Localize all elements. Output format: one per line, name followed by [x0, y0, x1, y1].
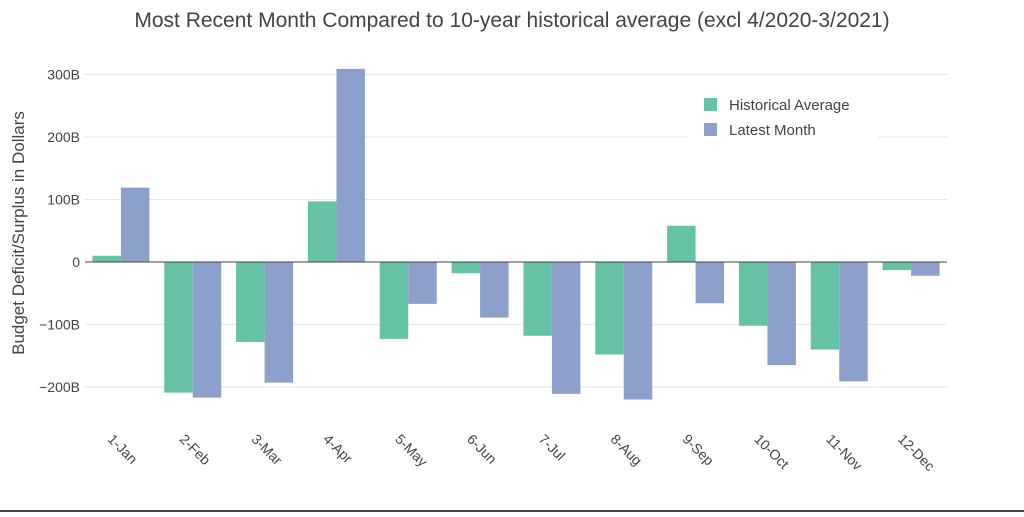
- bar-historical-average-3-mar: [236, 262, 265, 342]
- chart-title: Most Recent Month Compared to 10-year hi…: [134, 9, 889, 32]
- bar-historical-average-11-nov: [810, 262, 840, 350]
- bar-latest-month-12-dec: [911, 262, 940, 276]
- bar-historical-average-5-may: [379, 262, 409, 339]
- x-tick-label: 4-Apr: [320, 431, 356, 467]
- y-tick-label: 300B: [47, 67, 80, 83]
- legend: Historical Average Latest Month: [688, 88, 878, 144]
- legend-label-latest-month: Latest Month: [729, 122, 816, 139]
- legend-swatch-historical-average: [704, 98, 717, 111]
- bar-latest-month-1-jan: [120, 187, 150, 262]
- bar-historical-average-1-jan: [92, 255, 121, 262]
- x-tick-label: 8-Aug: [608, 431, 646, 469]
- x-tick-label: 1-Jan: [105, 431, 141, 467]
- x-tick-label: 5-May: [392, 431, 431, 470]
- bar-historical-average-2-feb: [164, 262, 193, 393]
- bar-latest-month-6-jun: [480, 262, 509, 318]
- bar-historical-average-12-dec: [882, 262, 912, 271]
- x-tick-label: 12-Dec: [895, 431, 938, 474]
- y-tick-label: 200B: [47, 129, 80, 145]
- bar-latest-month-11-nov: [839, 262, 868, 382]
- x-tick-label: 9-Sep: [679, 431, 717, 469]
- x-tick-label: 3-Mar: [248, 431, 285, 468]
- bar-latest-month-7-jul: [551, 262, 581, 394]
- y-tick-labels: −200B −100B 0 100B 200B 300B: [39, 67, 80, 396]
- x-tick-label: 6-Jun: [464, 431, 500, 467]
- y-tick-label: 0: [72, 254, 80, 270]
- legend-label-historical-average: Historical Average: [729, 97, 850, 114]
- bar-latest-month-8-aug: [623, 262, 653, 400]
- bar-latest-month-9-sep: [695, 262, 725, 304]
- bars: [85, 68, 947, 400]
- bar-latest-month-5-may: [408, 262, 437, 304]
- bar-latest-month-10-oct: [767, 262, 796, 366]
- x-tick-label: 11-Nov: [823, 431, 865, 473]
- x-tick-label: 10-Oct: [751, 431, 792, 472]
- y-axis-label: Budget Deficit/Surplus in Dollars: [9, 111, 28, 355]
- y-tick-label: −200B: [39, 379, 80, 395]
- y-tick-label: 100B: [47, 192, 80, 208]
- bar-latest-month-3-mar: [264, 262, 294, 383]
- legend-swatch-latest-month: [704, 123, 717, 136]
- bar-historical-average-10-oct: [738, 262, 768, 326]
- bar-historical-average-4-apr: [307, 201, 337, 262]
- bar-historical-average-8-aug: [595, 262, 624, 355]
- y-tick-label: −100B: [39, 317, 80, 333]
- x-tick-label: 2-Feb: [177, 431, 214, 468]
- bar-historical-average-6-jun: [451, 262, 481, 274]
- bar-historical-average-9-sep: [667, 225, 696, 262]
- bar-latest-month-4-apr: [336, 68, 365, 262]
- legend-background: [688, 88, 878, 144]
- bar-historical-average-7-jul: [523, 262, 552, 336]
- bar-latest-month-2-feb: [192, 262, 222, 398]
- bottom-border: [0, 510, 1024, 512]
- x-tick-labels: 1-Jan 2-Feb 3-Mar 4-Apr 5-May 6-Jun 7-Jul 8-Aug…: [105, 431, 938, 474]
- x-tick-label: 7-Jul: [536, 431, 569, 464]
